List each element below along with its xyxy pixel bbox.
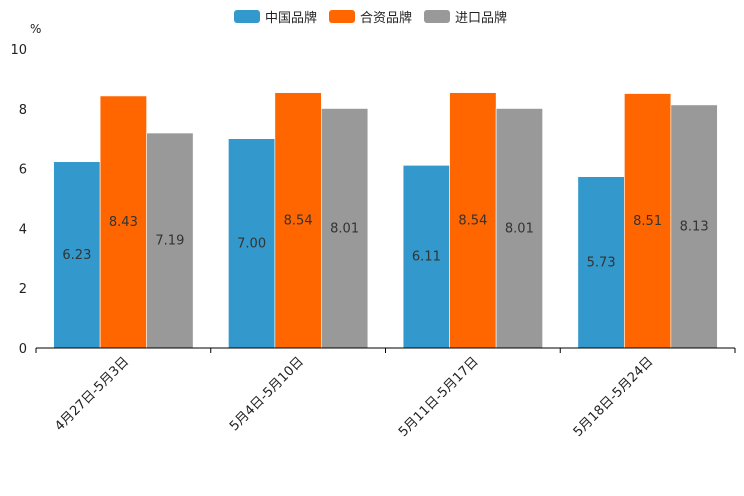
y-tick-label: 4 <box>19 222 27 237</box>
legend-swatch-china-brand <box>234 9 260 23</box>
legend-swatch-joint-venture-brand <box>329 9 355 23</box>
legend-swatch-imported-brand <box>424 9 450 23</box>
bar <box>495 108 543 349</box>
y-tick-label: 6 <box>19 163 27 178</box>
bar <box>577 176 625 349</box>
bar-value-label: 7.00 <box>237 236 266 251</box>
y-tick-label: 0 <box>19 342 27 357</box>
bar <box>402 165 450 349</box>
legend-label-imported-brand: 进口品牌 <box>455 10 508 26</box>
y-tick-label: 2 <box>19 282 27 297</box>
legend-label-china-brand: 中国品牌 <box>265 10 318 26</box>
bar <box>670 104 718 349</box>
bar <box>449 92 497 349</box>
x-category-label: 5月11日-5月17日 <box>396 354 482 440</box>
bar-value-label: 7.19 <box>155 234 184 249</box>
bar-value-label: 8.51 <box>633 214 662 229</box>
bar-value-label: 8.01 <box>505 221 534 236</box>
legend-item-china-brand[interactable]: 中国品牌 <box>234 6 317 26</box>
x-category-label: 5月4日-5月10日 <box>227 354 307 434</box>
bar-value-label: 8.43 <box>109 215 138 230</box>
legend-label-joint-venture-brand: 合资品牌 <box>360 10 413 26</box>
bar <box>274 92 322 349</box>
bar <box>321 108 369 349</box>
legend-item-imported-brand[interactable]: 进口品牌 <box>424 6 507 26</box>
x-category-label: 4月27日-5月3日 <box>52 354 132 434</box>
legend-item-joint-venture-brand[interactable]: 合资品牌 <box>329 6 412 26</box>
bar-value-label: 6.23 <box>62 248 91 263</box>
y-tick-label: 10 <box>10 43 27 58</box>
bar <box>146 132 194 349</box>
bar-value-label: 8.13 <box>680 219 709 234</box>
bar <box>99 95 147 349</box>
bar-value-label: 6.11 <box>412 250 441 265</box>
y-axis-unit: % <box>30 22 42 36</box>
bar-value-label: 5.73 <box>587 255 616 270</box>
bar-value-label: 8.01 <box>330 221 359 236</box>
bar-value-label: 8.54 <box>458 213 487 228</box>
chart-legend: 中国品牌 合资品牌 进口品牌 <box>0 6 744 26</box>
y-tick-label: 8 <box>19 103 27 118</box>
bar <box>228 138 276 349</box>
bar-value-label: 8.54 <box>284 213 313 228</box>
x-category-label: 5月18日-5月24日 <box>571 354 657 440</box>
